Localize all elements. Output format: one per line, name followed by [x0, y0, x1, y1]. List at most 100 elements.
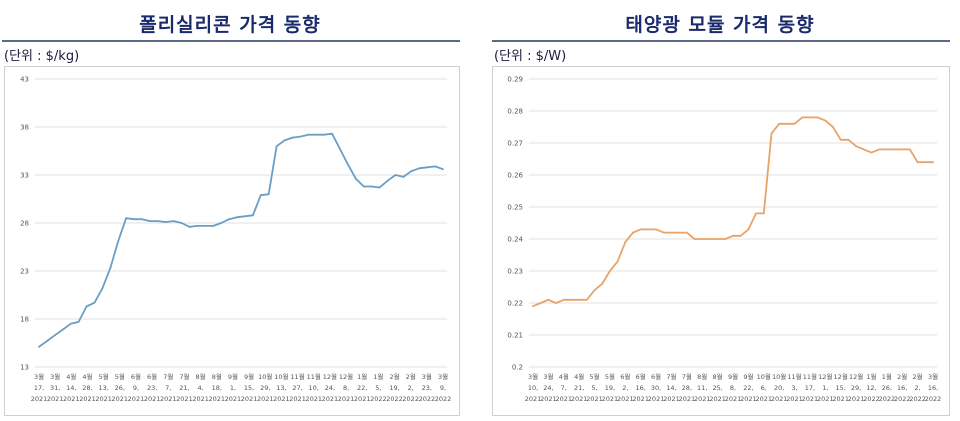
- x-tick-label: 4월: [559, 372, 569, 381]
- x-tick-label: 2021: [144, 395, 161, 403]
- x-tick-label: 29,: [851, 384, 861, 392]
- x-tick-label: 2021: [322, 395, 339, 403]
- x-tick-label: 2022: [863, 395, 880, 403]
- data-point: [394, 174, 397, 176]
- data-point: [259, 194, 262, 197]
- x-tick-label: 2021: [354, 395, 371, 403]
- x-tick-label: 7월: [666, 372, 676, 381]
- data-point: [164, 221, 167, 223]
- x-tick-label: 15,: [244, 384, 254, 392]
- data-point: [793, 122, 796, 125]
- x-tick-label: 21,: [179, 384, 189, 392]
- data-point: [347, 163, 349, 166]
- x-tick-label: 10월: [274, 372, 288, 381]
- x-tick-label: 3월: [438, 372, 448, 381]
- y-tick-label: 0.26: [507, 172, 523, 180]
- x-tick-label: 2022: [925, 395, 942, 403]
- x-tick-label: 18,: [212, 384, 222, 392]
- x-tick-label: 23,: [147, 384, 157, 392]
- data-point: [655, 228, 657, 231]
- data-point: [85, 305, 88, 308]
- x-tick-label: 9,: [133, 384, 139, 392]
- x-tick-label: 8월: [713, 372, 723, 381]
- x-tick-label: 16,: [928, 384, 938, 392]
- data-point: [180, 222, 183, 224]
- x-tick-label: 10월: [258, 372, 272, 381]
- y-tick-label: 0.2: [512, 364, 523, 372]
- data-point: [624, 241, 627, 244]
- x-tick-label: 2021: [648, 395, 665, 403]
- x-tick-label: 16,: [636, 384, 646, 392]
- x-tick-label: 6월: [636, 372, 646, 381]
- x-tick-label: 2021: [257, 395, 274, 403]
- x-tick-label: 4월: [66, 372, 76, 381]
- data-point: [93, 301, 96, 304]
- x-tick-label: 3월: [543, 372, 553, 381]
- data-point: [307, 133, 310, 136]
- data-point: [555, 302, 557, 304]
- data-point: [732, 234, 734, 237]
- data-point: [593, 289, 596, 292]
- x-tick-label: 2021: [95, 395, 112, 403]
- x-tick-label: 4월: [82, 372, 92, 381]
- data-point: [609, 270, 611, 272]
- data-point: [585, 298, 588, 301]
- data-point: [770, 132, 773, 135]
- x-tick-label: 3월: [422, 372, 432, 381]
- x-tick-label: 22,: [357, 384, 367, 392]
- polysilicon-chart-title: 폴리실리콘 가격 동향: [139, 14, 321, 36]
- data-point: [283, 139, 286, 142]
- data-point: [339, 148, 341, 150]
- title-divider: [492, 40, 950, 42]
- x-tick-label: 2022: [909, 395, 926, 403]
- data-point: [662, 231, 665, 234]
- x-tick-label: 21,: [574, 384, 584, 392]
- x-tick-label: 13,: [98, 384, 108, 392]
- data-point: [61, 328, 64, 331]
- data-point: [601, 282, 604, 285]
- x-tick-label: 6월: [147, 372, 157, 381]
- data-point: [386, 179, 389, 182]
- x-tick-label: 4월: [574, 372, 584, 381]
- x-tick-label: 26,: [115, 384, 125, 392]
- x-tick-label: 1월: [373, 372, 383, 381]
- x-tick-label: 12,: [866, 384, 876, 392]
- data-point: [236, 216, 238, 219]
- x-tick-label: 2021: [305, 395, 322, 403]
- data-point: [149, 220, 151, 222]
- data-point: [678, 231, 681, 234]
- data-point: [709, 238, 711, 240]
- data-point: [693, 238, 696, 240]
- x-tick-label: 2021: [694, 395, 711, 403]
- data-point: [418, 167, 421, 170]
- x-tick-label: 7,: [165, 384, 171, 392]
- solar-module-chart-area: 0.2 0.21 0.22 0.23 0.24 0.25 0.26 0.27 0.28 0.29 3…: [492, 66, 950, 416]
- polysilicon-line-chart: 131823283338433월17,20213월31,20214월14,202…: [20, 76, 451, 404]
- x-tick-label: 2022: [894, 395, 911, 403]
- data-point: [901, 148, 904, 151]
- x-tick-label: 3월: [528, 372, 538, 381]
- x-tick-label: 25,: [712, 384, 722, 392]
- x-tick-label: 28,: [82, 384, 92, 392]
- data-point: [878, 148, 881, 151]
- x-tick-label: 26,: [882, 384, 892, 392]
- title-divider: [2, 40, 460, 42]
- solar-module-line-chart: 0.2 0.21 0.22 0.23 0.24 0.25 0.26 0.27 0.28 0.29 3…: [507, 76, 942, 404]
- x-tick-label: 7월: [163, 372, 173, 381]
- data-point: [117, 240, 120, 243]
- x-tick-label: 12월: [834, 372, 848, 381]
- x-tick-label: 9월: [228, 372, 238, 381]
- y-tick-label: 23: [20, 268, 29, 276]
- data-point: [244, 215, 246, 218]
- data-point: [410, 170, 413, 173]
- x-tick-label: 16,: [897, 384, 907, 392]
- x-tick-label: 7월: [682, 372, 692, 381]
- x-tick-label: 2021: [786, 395, 803, 403]
- x-tick-label: 8월: [196, 372, 206, 381]
- x-tick-label: 1월: [866, 372, 876, 381]
- x-tick-label: 9월: [743, 372, 753, 381]
- data-point: [402, 176, 405, 178]
- x-tick-label: 5,: [591, 384, 597, 392]
- x-tick-label: 13,: [276, 384, 286, 392]
- y-tick-label: 0.25: [507, 204, 523, 212]
